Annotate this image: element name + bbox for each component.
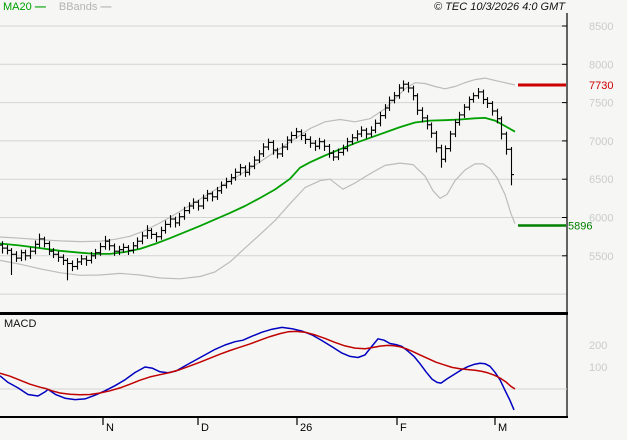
svg-text:7000: 7000: [589, 136, 613, 148]
macd-panel-title: MACD: [4, 318, 37, 330]
macd-panel: 200 100: [0, 326, 607, 411]
legend-bbands-label: BBands: [58, 1, 98, 13]
x-label-D: D: [201, 422, 209, 434]
level-label-7730: 7730: [589, 80, 613, 92]
copyright-text: © TEC 10/3/2026 4:0 GMT: [434, 1, 565, 13]
svg-text:200: 200: [589, 340, 607, 352]
price-axis-labels: 8500 8000 7500 7000 6500 6000 5500: [589, 21, 613, 263]
svg-text:6500: 6500: [589, 174, 613, 186]
x-axis: N D 26 F M: [102, 418, 507, 434]
x-label-F: F: [400, 422, 407, 434]
x-label-N: N: [106, 422, 114, 434]
candlesticks: [0, 80, 514, 281]
level-lines: 7730 5896: [518, 80, 613, 232]
svg-text:5500: 5500: [589, 251, 613, 263]
ma20-line-swatch: —: [34, 1, 46, 13]
x-label-26: 26: [300, 422, 312, 434]
legend: MA20 — BBands —: [3, 1, 111, 13]
x-label-M: M: [498, 422, 507, 434]
bbands-line-swatch: —: [100, 1, 112, 13]
price-axis-ticks: [562, 25, 567, 257]
level-label-5896: 5896: [568, 220, 592, 232]
svg-text:8000: 8000: [589, 59, 613, 71]
svg-text:6000: 6000: [589, 213, 613, 225]
bollinger-bands: [0, 77, 516, 280]
svg-text:7500: 7500: [589, 98, 613, 110]
ma20-line: [0, 117, 516, 255]
svg-text:100: 100: [589, 362, 607, 374]
panel-frames: [0, 13, 568, 418]
legend-ma20-label: MA20: [3, 1, 32, 13]
svg-text:8500: 8500: [589, 21, 613, 33]
